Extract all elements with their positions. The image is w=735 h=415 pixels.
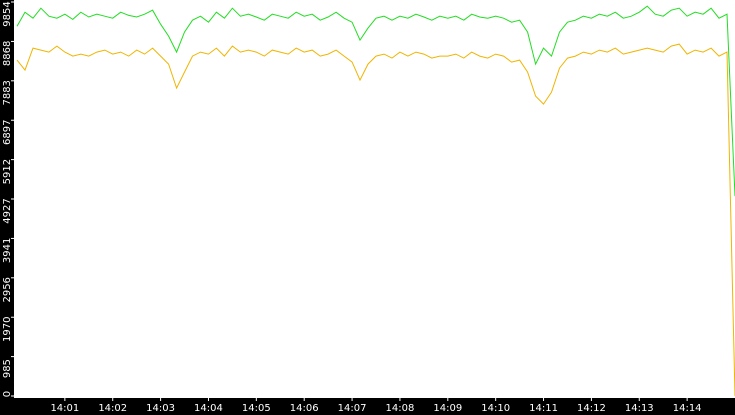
x-tick-label: 14:11 [529,403,558,414]
y-tick-label: 2956 [2,277,13,302]
y-tick-label: 985 [2,359,13,378]
x-tick-label: 14:10 [481,403,510,414]
y-tick-label: 1970 [2,317,13,342]
x-tick-label: 14:06 [290,403,319,414]
plot-area [14,0,735,398]
x-tick-label: 14:04 [194,403,223,414]
y-tick-label: 0 [2,391,13,397]
y-tick-label: 9854 [2,1,13,26]
y-tick-label: 6897 [2,120,13,145]
x-tick-label: 14:02 [98,403,127,414]
series-line [16,43,735,397]
y-tick-label: 3941 [2,238,13,263]
y-tick-label: 4927 [2,198,13,223]
series-line [16,5,735,197]
x-tick-label: 14:09 [433,403,462,414]
y-tick-label: 5912 [2,159,13,184]
y-tick-label: 7883 [2,80,13,105]
x-tick-label: 14:03 [146,403,175,414]
x-tick-label: 14:14 [673,403,702,414]
x-tick-label: 14:12 [577,403,606,414]
x-tick-label: 14:01 [50,403,79,414]
x-tick-label: 14:07 [338,403,367,414]
x-tick-label: 14:13 [625,403,654,414]
y-tick-label: 8868 [2,41,13,66]
x-tick-label: 14:05 [242,403,271,414]
x-tick-label: 14:08 [386,403,415,414]
